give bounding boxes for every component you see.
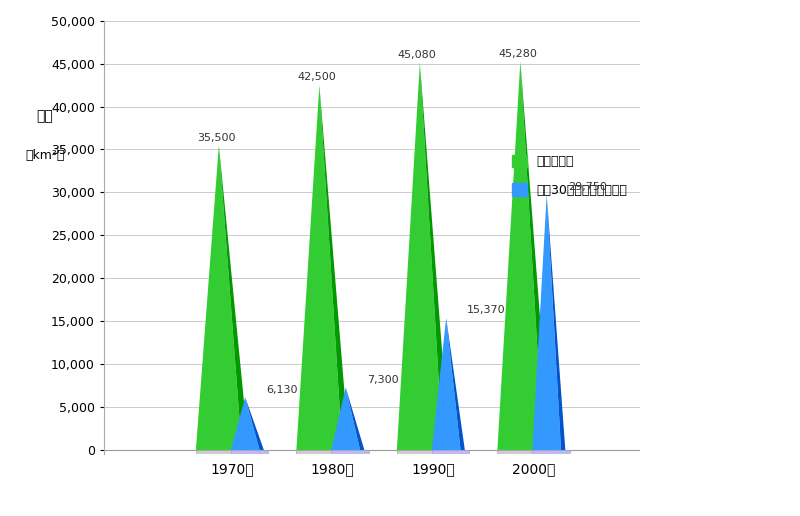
- FancyBboxPatch shape: [331, 450, 369, 455]
- Polygon shape: [319, 85, 350, 450]
- Polygon shape: [219, 145, 249, 450]
- Polygon shape: [397, 63, 443, 450]
- Text: 45,080: 45,080: [398, 50, 437, 60]
- Polygon shape: [296, 85, 342, 450]
- Polygon shape: [346, 388, 364, 450]
- Polygon shape: [498, 61, 543, 450]
- Polygon shape: [231, 397, 259, 450]
- Text: 7,300: 7,300: [366, 375, 398, 385]
- Polygon shape: [446, 318, 465, 450]
- Text: 15,370: 15,370: [467, 305, 506, 315]
- Text: 45,280: 45,280: [498, 49, 538, 59]
- Polygon shape: [532, 195, 561, 450]
- Text: 6,130: 6,130: [266, 385, 298, 395]
- Polygon shape: [196, 145, 242, 450]
- FancyBboxPatch shape: [397, 450, 457, 455]
- Polygon shape: [432, 318, 461, 450]
- Text: （km²）: （km²）: [26, 149, 65, 162]
- Polygon shape: [520, 61, 550, 450]
- FancyBboxPatch shape: [532, 450, 570, 455]
- FancyBboxPatch shape: [196, 450, 256, 455]
- FancyBboxPatch shape: [498, 450, 557, 455]
- Polygon shape: [420, 63, 450, 450]
- FancyBboxPatch shape: [231, 450, 268, 455]
- Polygon shape: [331, 388, 360, 450]
- Polygon shape: [546, 195, 566, 450]
- Text: 29,750: 29,750: [568, 182, 606, 192]
- Legend: スギ総面積, 樹齢30年以上のスギ面積: スギ総面積, 樹齢30年以上のスギ面積: [506, 148, 634, 203]
- Text: 面積: 面積: [37, 109, 54, 123]
- Text: 42,500: 42,500: [298, 72, 336, 83]
- FancyBboxPatch shape: [296, 450, 356, 455]
- FancyBboxPatch shape: [432, 450, 469, 455]
- Polygon shape: [245, 397, 264, 450]
- Text: 35,500: 35,500: [197, 133, 235, 142]
